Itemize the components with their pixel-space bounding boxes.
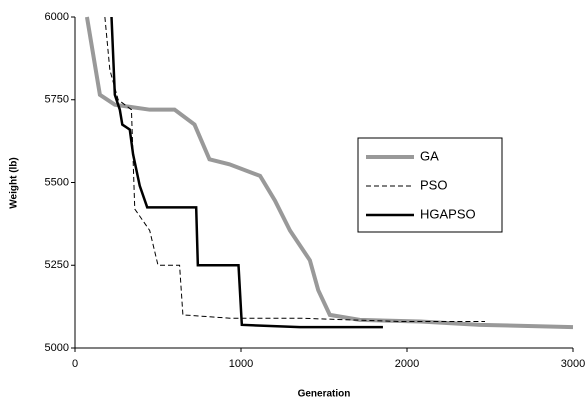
y-tick-label: 5000 <box>45 342 69 354</box>
y-tick-label: 5250 <box>45 259 69 271</box>
series-line <box>104 16 486 323</box>
series-line <box>110 16 383 329</box>
y-axis-title: Weight (lb) <box>9 157 20 208</box>
legend-label: HGAPSO <box>420 206 476 221</box>
y-tick-label: 5500 <box>45 176 69 188</box>
x-tick-label: 2000 <box>395 358 419 370</box>
legend-label: GA <box>420 148 439 163</box>
x-tick-label: 3000 <box>561 358 585 370</box>
legend-label: PSO <box>420 177 447 192</box>
x-axis-title: Generation <box>298 389 351 400</box>
y-tick-label: 6000 <box>45 11 69 23</box>
x-tick-label: 1000 <box>229 358 253 370</box>
y-tick-label: 5750 <box>45 94 69 106</box>
legend <box>357 137 503 233</box>
x-tick-label: 0 <box>72 358 78 370</box>
